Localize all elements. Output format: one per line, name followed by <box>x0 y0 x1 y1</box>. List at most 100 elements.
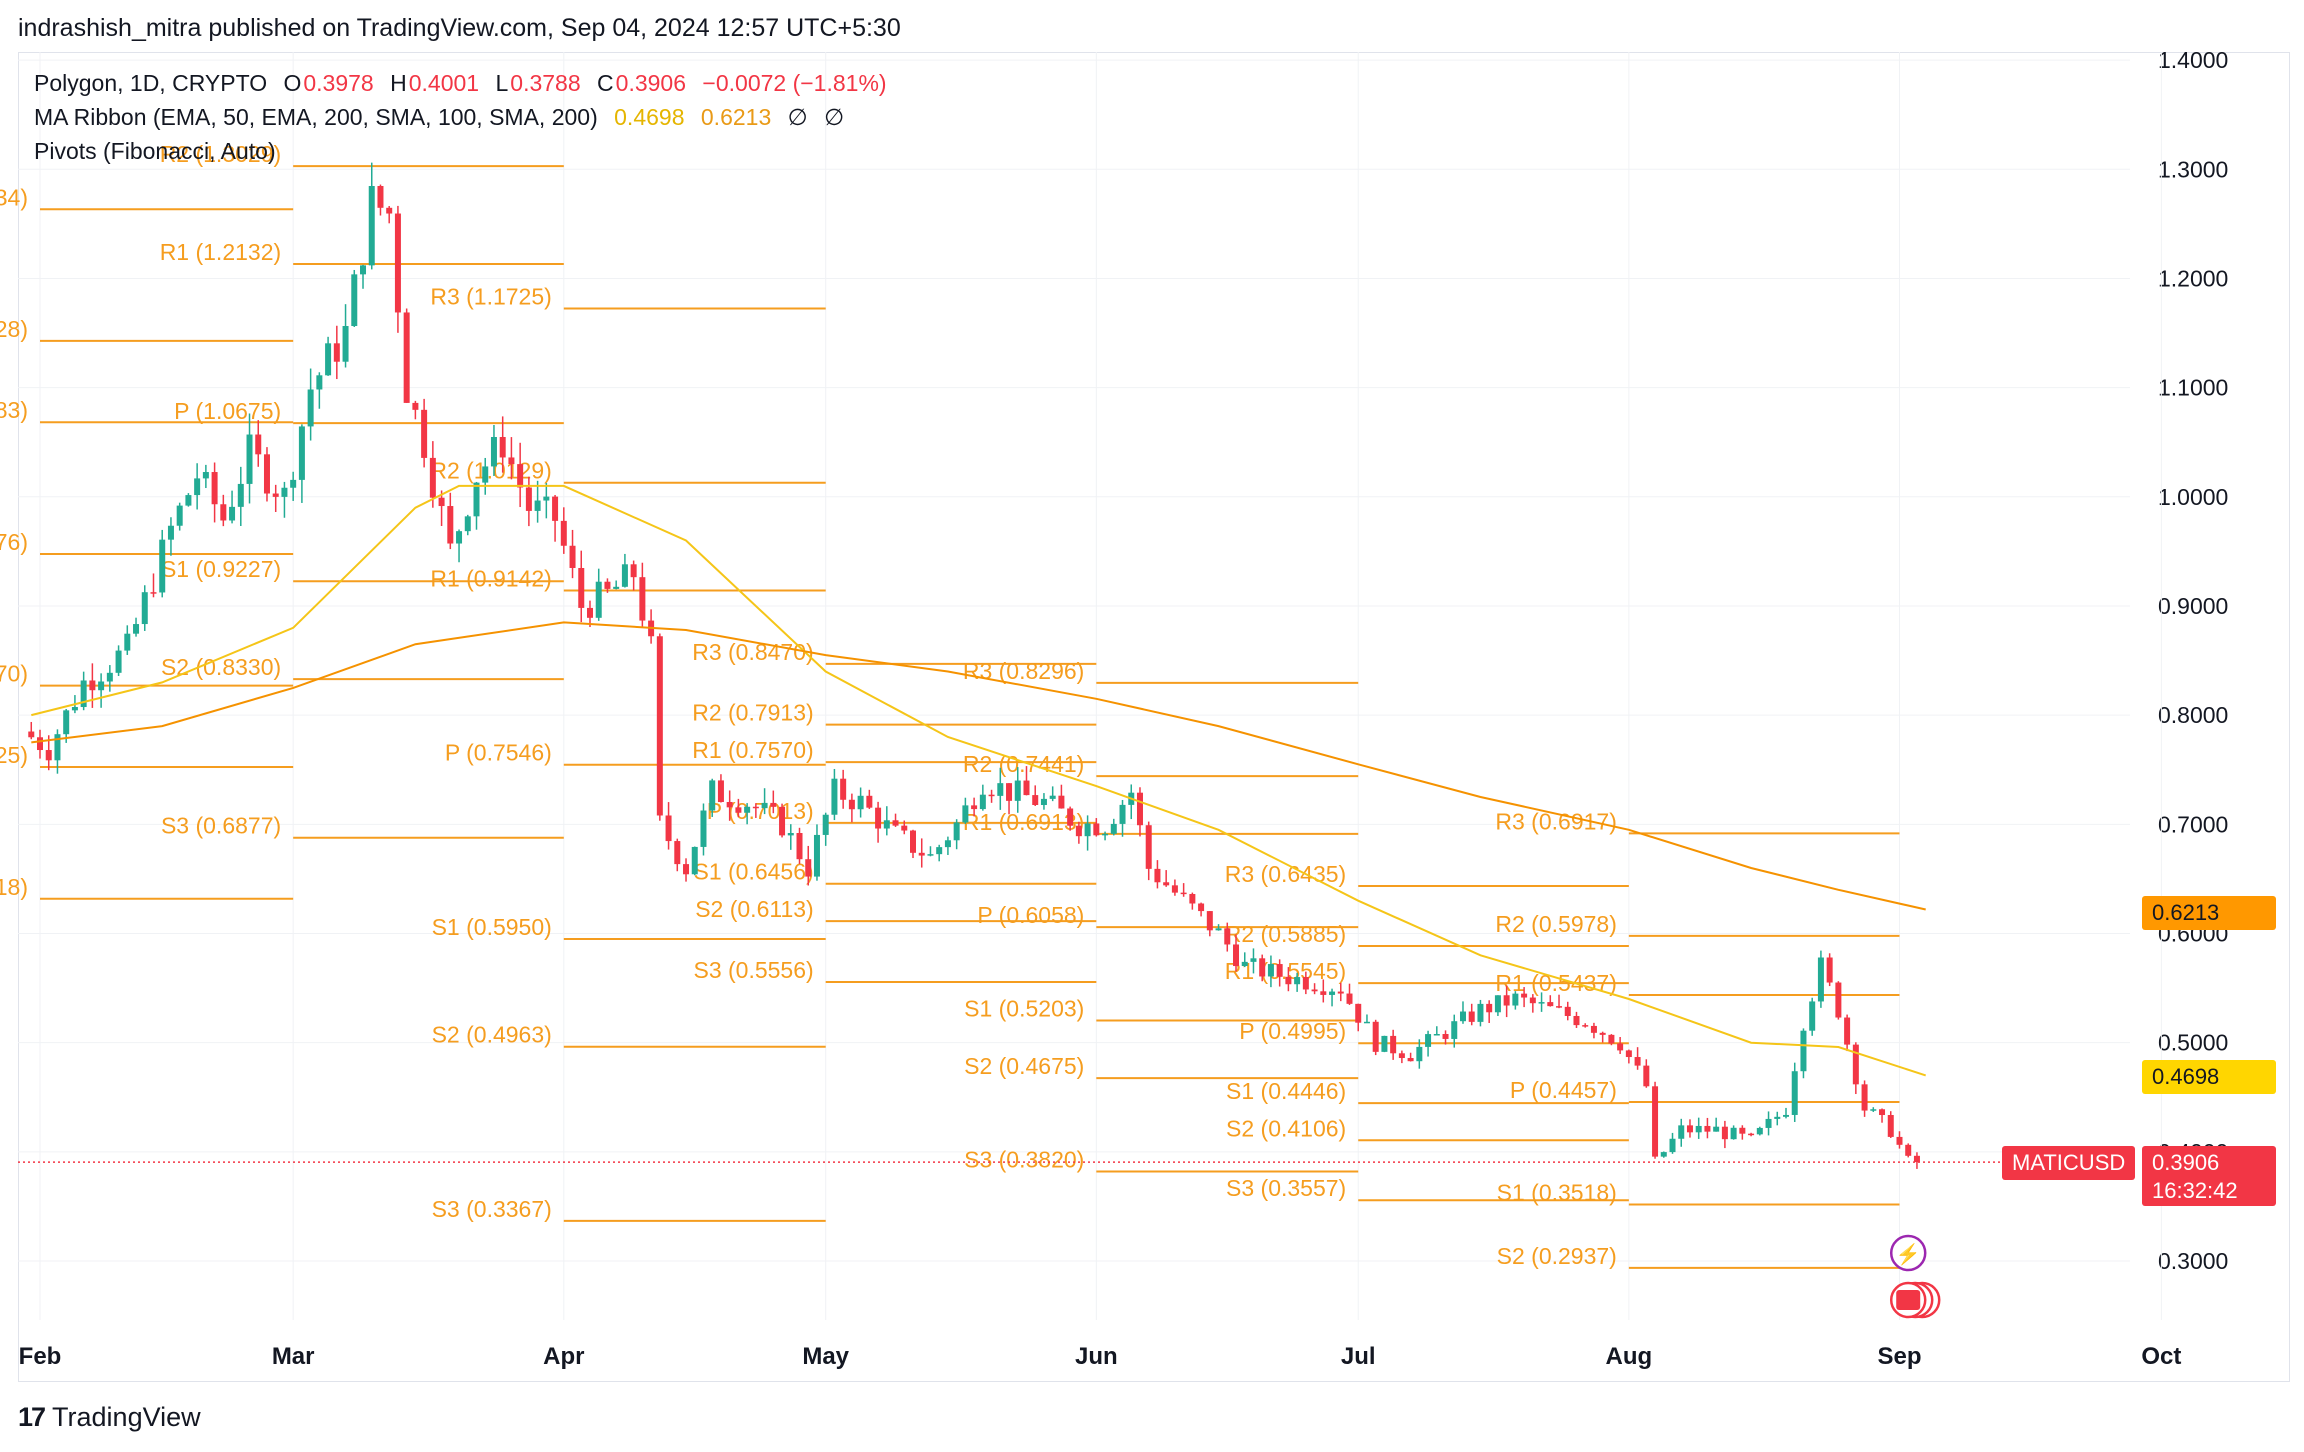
pivot-level-label: R3 (1.2634) <box>0 184 28 210</box>
x-tick-label: Aug <box>1606 1343 1653 1370</box>
candle-body <box>1634 1057 1641 1066</box>
candle-body <box>211 472 218 505</box>
candle-body <box>1669 1138 1676 1153</box>
last-price-tag: 0.3906 16:32:42 <box>2142 1146 2276 1206</box>
candle-body <box>1617 1043 1624 1051</box>
candle-body <box>1276 964 1283 977</box>
candle-body <box>421 409 428 458</box>
candle-body <box>1844 1017 1851 1045</box>
candle-body <box>482 466 489 483</box>
candle-body <box>936 847 943 855</box>
candle-body <box>1398 1053 1405 1059</box>
candle-body <box>604 581 611 589</box>
pivot-level-label: R1 (1.2132) <box>160 239 281 265</box>
pivot-level-label: R1 (0.9142) <box>430 565 551 591</box>
y-tick-label: 0.5000 <box>2158 1030 2228 1056</box>
candle-body <box>726 801 733 808</box>
candle-body <box>1529 997 1536 1004</box>
candle-body <box>901 825 908 831</box>
candle-body <box>1582 1025 1589 1027</box>
candle-body <box>1765 1118 1772 1128</box>
pivot-level-label: R2 (0.7441) <box>963 751 1084 777</box>
candle-body <box>255 434 262 455</box>
candle-body <box>1905 1144 1912 1156</box>
symbol-name: Polygon, 1D, CRYPTO <box>34 70 268 96</box>
pivot-level-label: S2 (0.4106) <box>1226 1115 1346 1141</box>
pivot-level-label: R2 (1.3029) <box>160 141 281 167</box>
pivot-level-label: S2 (0.6113) <box>695 896 813 922</box>
pivot-level-label: S3 (0.6318) <box>0 874 28 900</box>
candle-body <box>1451 1021 1458 1039</box>
ema50-price-tag: 0.4698 <box>2142 1060 2276 1094</box>
candle-body <box>1643 1065 1650 1087</box>
candle-body <box>412 402 419 410</box>
candle-body <box>220 504 227 521</box>
candle-body <box>822 814 829 835</box>
candle-body <box>683 864 690 875</box>
candle-body <box>394 213 401 313</box>
candle-body <box>499 437 506 458</box>
chart-frame <box>18 52 2290 1382</box>
candle-body <box>1887 1115 1894 1137</box>
candle-body <box>124 633 131 651</box>
candle-body <box>866 795 873 808</box>
ma2-value: 0.6213 <box>700 104 772 130</box>
candle-body <box>1879 1109 1886 1116</box>
candle-body <box>979 794 986 810</box>
symbol-legend[interactable]: Polygon, 1D, CRYPTO O0.3978 H0.4001 L0.3… <box>34 70 887 97</box>
candle-body <box>1870 1109 1877 1111</box>
candle-body <box>1477 1003 1484 1022</box>
candle-body <box>1119 804 1126 824</box>
candle-body <box>779 806 786 836</box>
candle-body <box>787 833 794 836</box>
candle-body <box>1774 1116 1781 1119</box>
candle-body <box>578 567 585 608</box>
candle-body <box>1285 976 1292 985</box>
ma-ribbon-legend[interactable]: MA Ribbon (EMA, 50, EMA, 200, SMA, 100, … <box>34 104 844 131</box>
candle-body <box>910 830 916 853</box>
last-price-value: 0.3906 <box>2152 1150 2220 1175</box>
high-label: H <box>390 70 407 96</box>
candle-body <box>665 815 672 842</box>
candle-body <box>674 841 681 865</box>
candle-body <box>1180 892 1187 895</box>
candle-body <box>159 539 166 593</box>
high-value: 0.4001 <box>408 70 480 96</box>
candle-body <box>316 375 323 390</box>
candle-body <box>971 805 978 810</box>
candle-body <box>1494 995 1501 1013</box>
candle-body <box>1521 993 1528 998</box>
candle-body <box>37 737 43 751</box>
candle-body <box>63 710 70 735</box>
candle-body <box>1433 1034 1440 1036</box>
pivot-level-label: R1 (0.6913) <box>963 809 1084 835</box>
publish-header: indrashish_mitra published on TradingVie… <box>18 14 901 42</box>
y-tick-label: 1.3000 <box>2158 156 2228 182</box>
candle-body <box>691 846 698 875</box>
close-label: C <box>597 70 614 96</box>
candle-body <box>272 493 279 497</box>
pivot-level-label: P (1.0675) <box>174 398 281 424</box>
candle-body <box>1337 991 1344 994</box>
candle-body <box>1425 1034 1432 1047</box>
candle-body <box>28 731 35 738</box>
candle-body <box>456 531 463 544</box>
candle-body <box>1241 961 1248 967</box>
pivots-legend[interactable]: Pivots (Fibonacci, Auto) <box>34 138 276 165</box>
candle-body <box>1442 1034 1449 1039</box>
candle-body <box>700 810 707 847</box>
candle-body <box>1459 1011 1466 1022</box>
tradingview-footer[interactable]: 17 TradingView <box>18 1402 201 1433</box>
ma1-value: 0.4698 <box>614 104 685 130</box>
candle-body <box>115 650 122 673</box>
ma3-na: ∅ <box>787 104 808 130</box>
candle-body <box>473 482 480 517</box>
candle-body <box>229 506 236 521</box>
candle-body <box>840 778 847 800</box>
candle-body <box>1739 1127 1746 1134</box>
candle-body <box>1154 868 1161 883</box>
candle-body <box>447 506 454 544</box>
candle-body <box>141 592 148 625</box>
candle-body <box>185 495 192 506</box>
